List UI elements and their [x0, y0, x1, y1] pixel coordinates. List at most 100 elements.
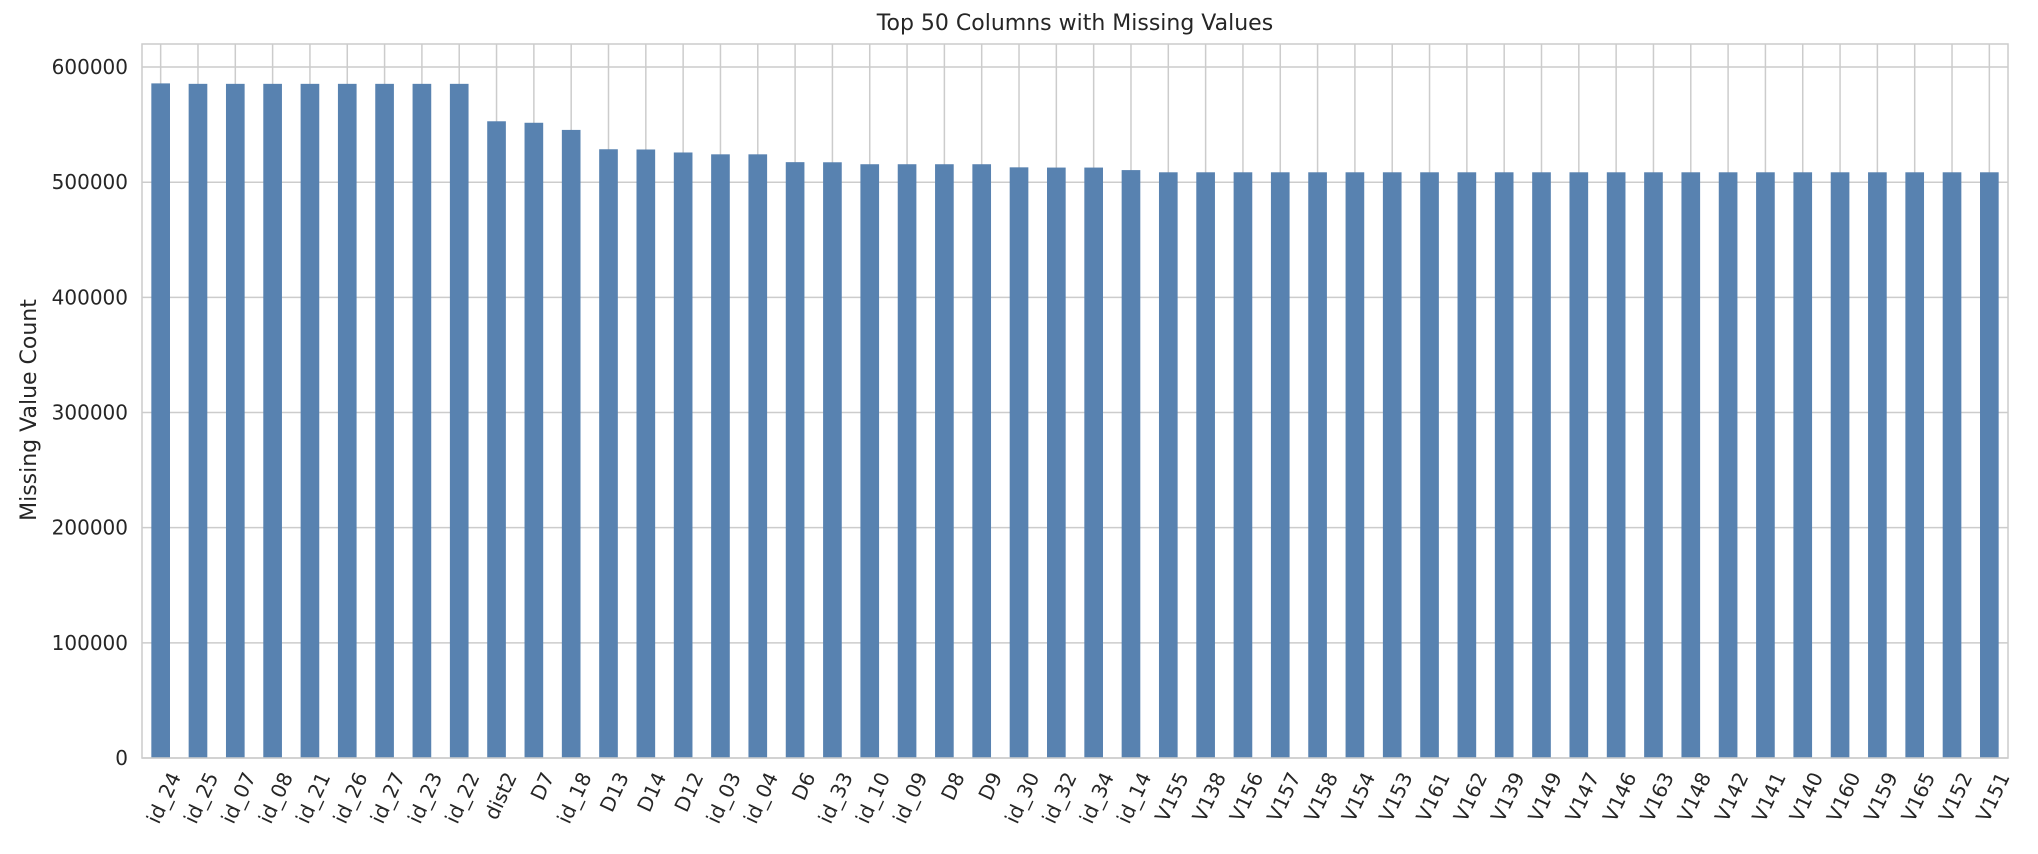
x-tick-label: V151 [1971, 768, 2015, 825]
x-tick-label: id_33 [813, 768, 857, 827]
x-tick-label: D14 [632, 768, 671, 815]
x-tick-label: D8 [936, 768, 970, 804]
bar-id_25 [188, 83, 208, 758]
bar-V141 [1756, 172, 1775, 758]
bar-id_03 [711, 154, 730, 758]
bar-id_22 [449, 83, 469, 758]
bar-id_14 [1121, 170, 1141, 758]
bar-V159 [1868, 172, 1887, 758]
plot-frame [141, 43, 2009, 759]
bar-D13 [599, 149, 618, 758]
x-tick-label: dist2 [479, 768, 522, 823]
x-tick-label: D6 [787, 768, 821, 804]
x-tick-label: id_22 [440, 768, 484, 827]
bar-V152 [1942, 172, 1962, 758]
bar-V158 [1308, 172, 1327, 758]
x-tick-label: id_14 [1112, 768, 1156, 827]
y-tick-label: 400000 [52, 285, 128, 309]
y-tick-label: 600000 [52, 55, 128, 79]
x-tick-label: V139 [1486, 768, 1530, 825]
bar-id_07 [225, 83, 245, 758]
x-tick-labels: id_24id_25id_07id_08id_21id_26id_27id_23… [142, 768, 2015, 827]
bar-id_23 [412, 83, 432, 758]
x-tick-label: id_32 [1037, 768, 1081, 827]
bar-id_32 [1047, 167, 1066, 759]
bar-V148 [1681, 172, 1701, 758]
x-tick-label: V155 [1150, 768, 1194, 825]
bar-V153 [1382, 172, 1402, 758]
bar-id_21 [300, 83, 320, 758]
x-tick-label: V163 [1635, 768, 1679, 825]
x-tick-label: id_23 [403, 768, 447, 827]
x-tick-label: V156 [1225, 768, 1269, 825]
bar-id_34 [1084, 167, 1103, 759]
bar-D12 [673, 152, 693, 758]
x-tick-label: id_34 [1075, 768, 1119, 827]
x-tick-label: id_25 [179, 768, 223, 827]
bar-dist2 [487, 121, 506, 759]
bar-id_04 [748, 154, 768, 758]
x-tick-label: id_21 [291, 768, 335, 827]
x-tick-label: id_07 [216, 768, 260, 827]
bar-D14 [636, 149, 656, 759]
bar-id_10 [860, 164, 880, 758]
x-tick-label: id_10 [851, 768, 895, 827]
bar-V163 [1644, 172, 1663, 758]
bar-V154 [1345, 172, 1365, 758]
x-tick-label: V157 [1262, 768, 1306, 825]
bar-V157 [1270, 172, 1290, 758]
y-tick-label: 200000 [52, 516, 128, 540]
x-tick-label: D9 [973, 768, 1007, 804]
x-tick-label: D13 [595, 768, 634, 815]
x-tick-label: V146 [1598, 768, 1642, 825]
x-tick-label: V148 [1672, 768, 1716, 825]
bar-D9 [972, 164, 992, 758]
bar-id_26 [337, 83, 357, 758]
x-tick-label: id_27 [365, 768, 409, 827]
x-tick-label: V158 [1299, 768, 1343, 825]
bar-V142 [1718, 172, 1738, 758]
y-tick-label: 500000 [52, 170, 128, 194]
bar-id_09 [897, 164, 917, 758]
x-tick-label: id_03 [701, 768, 745, 827]
x-tick-label: V149 [1523, 768, 1567, 825]
bar-id_33 [823, 162, 842, 759]
x-tick-label: id_24 [142, 768, 186, 827]
bar-V165 [1905, 172, 1925, 758]
x-tick-label: V138 [1187, 768, 1231, 825]
x-tick-label: V160 [1822, 768, 1866, 825]
x-tick-label: V154 [1337, 768, 1381, 825]
y-tick-label: 300000 [52, 401, 128, 425]
y-axis-title: Missing Value Count [17, 299, 42, 521]
bar-D6 [785, 162, 805, 758]
bar-D7 [524, 122, 544, 758]
bar-id_24 [151, 83, 170, 759]
x-tick-label: V140 [1784, 768, 1828, 825]
x-tick-label: V161 [1411, 768, 1455, 825]
x-tick-label: id_08 [253, 768, 297, 827]
bar-id_30 [1009, 167, 1029, 758]
bar-V161 [1420, 172, 1439, 758]
x-tick-label: V141 [1747, 768, 1791, 825]
x-tick-label: V153 [1374, 768, 1418, 825]
y-tick-labels: 0 100000 200000 300000 400000 500000 600000 [52, 55, 128, 770]
bar-V147 [1569, 172, 1589, 758]
x-tick-label: id_09 [888, 768, 932, 827]
x-tick-label: V152 [1934, 768, 1978, 825]
bar-id_18 [561, 129, 581, 758]
x-tick-label: id_26 [328, 768, 372, 827]
y-tick-label: 0 [115, 746, 128, 770]
x-tick-label: V162 [1449, 768, 1493, 825]
bar-V146 [1606, 172, 1626, 758]
y-tick-label: 100000 [52, 631, 128, 655]
x-tick-label: V147 [1560, 768, 1604, 825]
bar-id_08 [263, 83, 282, 758]
bar-V162 [1457, 172, 1477, 758]
bar-V149 [1532, 172, 1551, 758]
x-tick-label: D7 [526, 768, 560, 804]
chart-title: Top 50 Columns with Missing Values [876, 11, 1273, 36]
bars [151, 83, 1999, 759]
bar-V160 [1830, 172, 1850, 758]
bar-V140 [1793, 172, 1813, 758]
